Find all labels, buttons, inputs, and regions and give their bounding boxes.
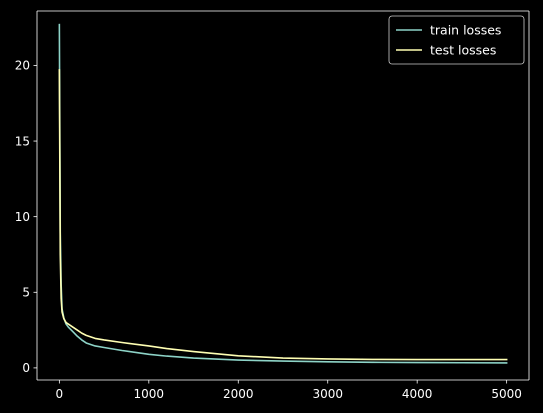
y-tick-label: 20 bbox=[15, 59, 30, 73]
x-tick-label: 2000 bbox=[223, 387, 254, 401]
legend-label-test-losses: test losses bbox=[430, 43, 496, 58]
y-tick-label: 10 bbox=[15, 210, 30, 224]
series-layer bbox=[58, 23, 508, 364]
y-tick-label: 5 bbox=[22, 286, 30, 300]
legend-label-train-losses: train losses bbox=[430, 23, 501, 38]
y-tick-label: 0 bbox=[22, 361, 30, 375]
y-tick-label: 15 bbox=[15, 134, 30, 148]
plot-area bbox=[37, 11, 529, 380]
legend: train losses test losses bbox=[388, 15, 525, 65]
x-tick-label: 1000 bbox=[134, 387, 165, 401]
x-tick-label: 3000 bbox=[312, 387, 343, 401]
plot-layer bbox=[37, 11, 529, 380]
series-line-test-losses bbox=[58, 69, 508, 361]
axes-layer: 0 1000 2000 3000 4000 5000 0 5 10 15 20 bbox=[15, 10, 530, 401]
legend-box bbox=[388, 15, 525, 65]
x-tick-label: 5000 bbox=[491, 387, 522, 401]
x-tick-label: 4000 bbox=[402, 387, 433, 401]
x-tick-label: 0 bbox=[56, 387, 64, 401]
